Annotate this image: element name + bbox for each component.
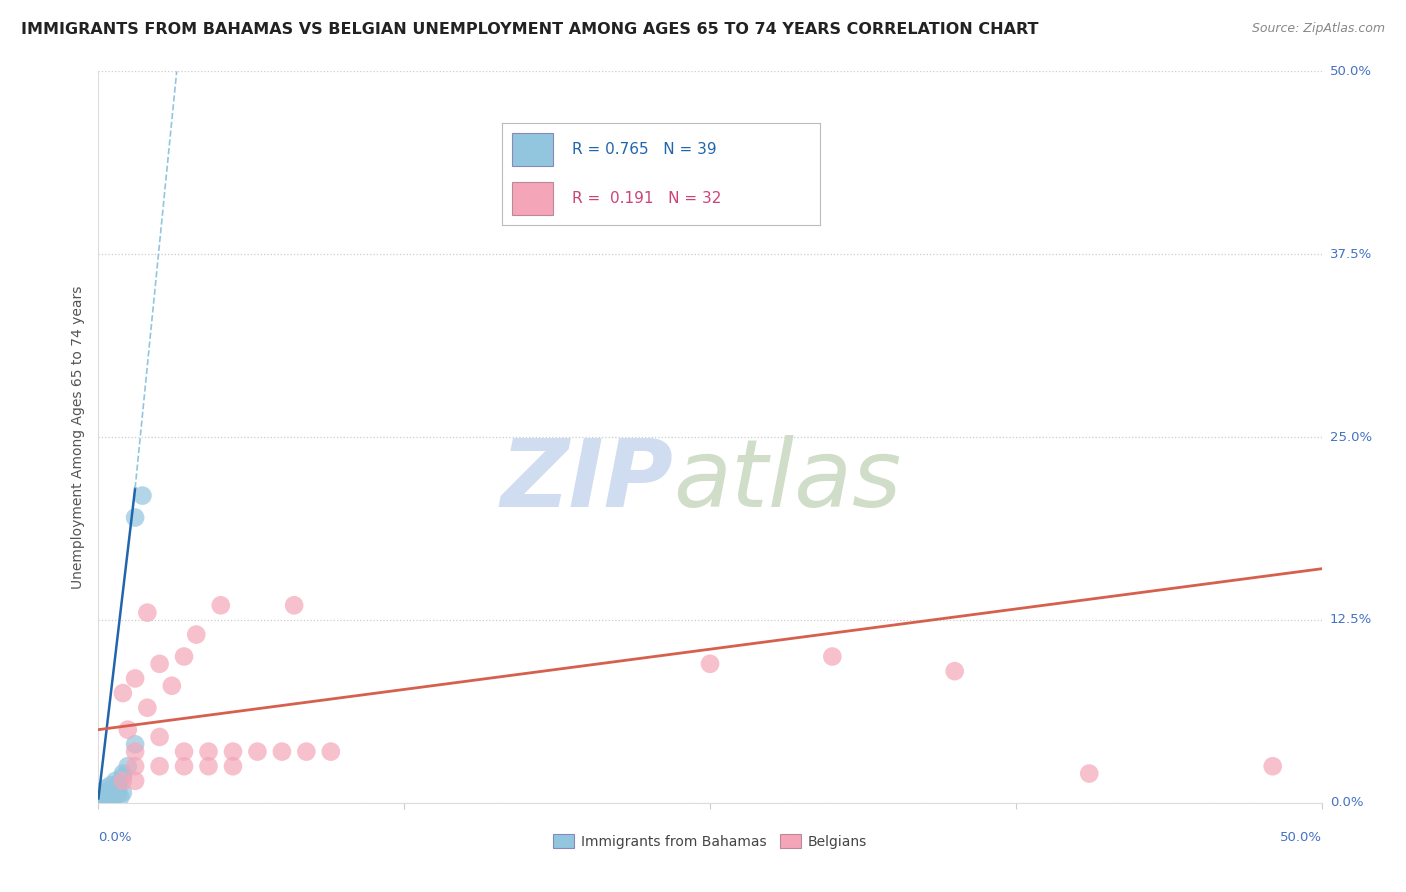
Text: 25.0%: 25.0% [1330, 431, 1372, 443]
Point [160, 679, 183, 693]
Point [124, 737, 146, 751]
Point [91, 793, 114, 807]
Text: ZIP: ZIP [501, 435, 673, 527]
Point [91, 791, 114, 805]
Point [100, 791, 122, 805]
Point [131, 489, 153, 503]
Point [222, 745, 245, 759]
Point [107, 777, 129, 791]
Text: 0.0%: 0.0% [1330, 797, 1364, 809]
Point [107, 781, 129, 796]
Point [101, 789, 124, 804]
Point [97, 786, 120, 800]
Point [136, 700, 159, 714]
Point [97, 789, 120, 804]
Point [124, 759, 146, 773]
Text: 50.0%: 50.0% [1330, 65, 1372, 78]
Point [97, 784, 120, 798]
Point [124, 773, 146, 788]
Point [97, 789, 120, 803]
Point [107, 787, 129, 801]
Point [101, 791, 124, 805]
Point [943, 664, 966, 678]
Point [699, 657, 721, 671]
Point [186, 627, 208, 641]
Point [209, 599, 232, 613]
Point [124, 745, 146, 759]
Point [104, 784, 127, 798]
Point [101, 782, 124, 797]
Text: atlas: atlas [673, 435, 901, 526]
Point [270, 745, 294, 759]
Point [319, 745, 342, 759]
Point [101, 786, 124, 800]
Point [104, 780, 127, 794]
Legend: Immigrants from Bahamas, Belgians: Immigrants from Bahamas, Belgians [547, 829, 873, 855]
Point [136, 606, 159, 620]
Point [111, 766, 134, 780]
Point [94, 787, 117, 801]
Text: Source: ZipAtlas.com: Source: ZipAtlas.com [1251, 22, 1385, 36]
Point [100, 789, 122, 804]
Point [295, 745, 318, 759]
Y-axis label: Unemployment Among Ages 65 to 74 years: Unemployment Among Ages 65 to 74 years [72, 285, 86, 589]
Point [246, 745, 269, 759]
Point [111, 786, 134, 800]
Point [104, 789, 127, 803]
Point [149, 730, 172, 744]
Point [111, 773, 134, 788]
Point [197, 759, 219, 773]
Point [124, 672, 146, 686]
Point [1261, 759, 1284, 773]
Point [173, 745, 195, 759]
Point [94, 793, 117, 807]
Point [100, 787, 122, 801]
Point [283, 599, 305, 613]
Point [222, 759, 245, 773]
Point [197, 745, 219, 759]
Text: IMMIGRANTS FROM BAHAMAS VS BELGIAN UNEMPLOYMENT AMONG AGES 65 TO 74 YEARS CORREL: IMMIGRANTS FROM BAHAMAS VS BELGIAN UNEMP… [21, 22, 1039, 37]
Text: 12.5%: 12.5% [1330, 614, 1372, 626]
Point [111, 769, 134, 783]
Point [97, 791, 120, 805]
Point [173, 649, 195, 664]
Point [821, 649, 844, 664]
Point [107, 784, 129, 798]
Point [94, 789, 117, 803]
Point [117, 759, 139, 773]
Point [94, 781, 117, 796]
Point [101, 787, 124, 801]
Point [111, 686, 134, 700]
Point [110, 789, 132, 804]
Point [149, 657, 172, 671]
Point [117, 723, 139, 737]
Point [173, 759, 195, 773]
Text: 50.0%: 50.0% [1279, 830, 1322, 844]
Point [94, 789, 117, 804]
Point [149, 759, 172, 773]
Point [104, 773, 127, 788]
Text: 0.0%: 0.0% [98, 830, 132, 844]
Point [124, 510, 146, 524]
Point [100, 789, 122, 803]
Text: 37.5%: 37.5% [1330, 248, 1372, 260]
Point [1078, 766, 1101, 780]
Point [100, 778, 122, 792]
Point [94, 791, 117, 805]
